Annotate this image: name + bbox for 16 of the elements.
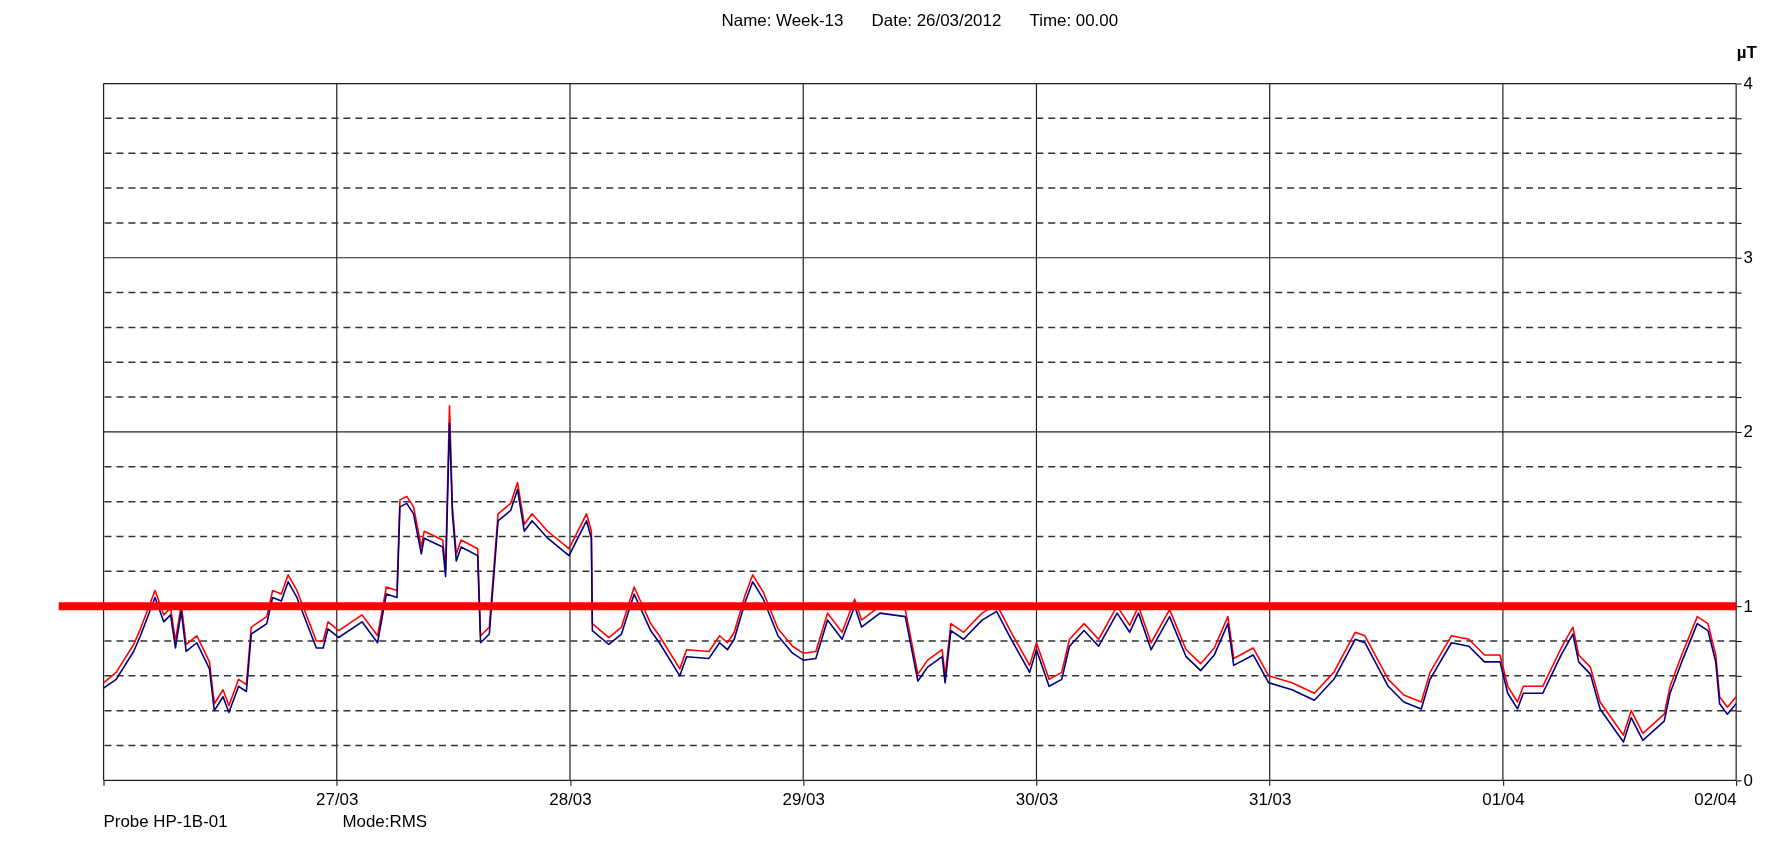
x-tick-label: 01/04 — [1482, 789, 1525, 809]
y-tick-label: 2 — [1743, 422, 1754, 442]
y-tick-label: 4 — [1743, 74, 1754, 93]
chart-title: Name: Week-13 Date: 26/03/2012 Time: 00.00 — [721, 10, 1119, 30]
x-tick-label: 02/04 — [1694, 789, 1737, 809]
x-tick-label: 28/03 — [549, 789, 592, 809]
x-tick-label: 31/03 — [1249, 789, 1292, 809]
x-tick-label: 29/03 — [782, 789, 825, 809]
y-tick-label: 3 — [1743, 248, 1754, 268]
text: Probe HP-1B-01 — [103, 812, 228, 832]
x-tick-label: 30/03 — [1015, 789, 1059, 809]
y-tick-label: 1 — [1743, 596, 1754, 616]
y-tick-label: 0 — [1743, 770, 1754, 790]
x-tick-label: 27/03 — [316, 789, 359, 809]
y-axis-title: µT — [1736, 43, 1758, 63]
text: Mode:RMS — [342, 812, 428, 832]
